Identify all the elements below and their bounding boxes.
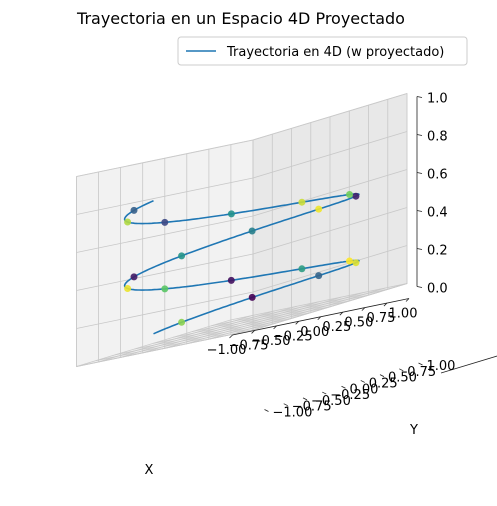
z-tick-mark xyxy=(416,248,423,250)
x-tick-mark xyxy=(339,311,344,316)
y-tick-label: 0.50 xyxy=(388,371,417,386)
marker-point xyxy=(161,285,169,293)
markers xyxy=(124,191,360,326)
axis-ticks: −1.00−0.75−0.50−0.250.000.250.500.751.00… xyxy=(207,92,497,421)
y-tick-label: −0.25 xyxy=(330,388,370,403)
x-tick-label: −0.50 xyxy=(251,334,291,349)
z-tick-label: 0.4 xyxy=(427,206,448,221)
y-tick-label: 0.25 xyxy=(369,376,398,391)
marker-point xyxy=(315,205,323,213)
y-tick-mark xyxy=(322,391,327,395)
marker-point xyxy=(298,265,306,273)
x-tick-mark xyxy=(295,321,299,325)
marker-point xyxy=(227,276,235,284)
x-tick-label: 1.00 xyxy=(389,307,418,322)
marker-point xyxy=(178,318,186,326)
x-tick-mark xyxy=(251,330,255,334)
marker-point xyxy=(352,259,360,267)
x-tick-mark xyxy=(229,334,233,339)
x-tick-label: −1.00 xyxy=(207,343,247,358)
marker-point xyxy=(346,191,353,198)
z-tick-label: 0.2 xyxy=(427,244,448,259)
y-tick-mark xyxy=(379,374,385,377)
marker-point xyxy=(352,192,360,200)
marker-point xyxy=(130,273,138,281)
grid-line-z xyxy=(76,169,408,253)
grid-line-z xyxy=(76,93,408,177)
x-tick-label: 0.75 xyxy=(366,311,395,326)
x-tick-mark xyxy=(405,298,410,302)
y-tick-mark xyxy=(418,362,423,366)
x-tick-mark xyxy=(273,325,277,330)
marker-point xyxy=(227,210,235,218)
x-tick-label: 0.00 xyxy=(300,325,329,340)
z-tick-label: 1.0 xyxy=(427,92,448,107)
z-tick-mark xyxy=(416,286,423,288)
legend: Trayectoria en 4D (w proyectado) xyxy=(177,36,468,66)
y-tick-label: −0.75 xyxy=(292,400,332,415)
marker-point xyxy=(248,293,256,301)
z-tick-mark xyxy=(416,134,423,136)
z-tick-mark xyxy=(416,172,423,174)
x-tick-label: 0.25 xyxy=(322,320,351,335)
series-line xyxy=(123,193,360,335)
z-tick-label: 0.8 xyxy=(427,130,448,145)
y-tick-label: 1.00 xyxy=(427,359,456,374)
marker-point xyxy=(346,257,353,265)
y-tick-mark xyxy=(302,397,308,401)
legend-box xyxy=(177,36,468,66)
legend-label: Trayectoria en 4D (w proyectado) xyxy=(226,45,444,60)
y-tick-mark xyxy=(399,368,404,372)
z-tick-mark xyxy=(416,96,423,98)
x-axis-label: X xyxy=(145,463,154,478)
x-tick-mark xyxy=(317,316,322,321)
y-tick-label: −0.50 xyxy=(311,394,351,409)
y-tick-mark xyxy=(341,385,346,389)
z-tick-label: 0.6 xyxy=(427,168,448,183)
marker-point xyxy=(298,198,306,206)
x-tick-label: −0.25 xyxy=(273,329,313,344)
x-tick-label: 0.50 xyxy=(344,316,373,331)
y-tick-mark xyxy=(360,380,365,383)
z-tick-mark xyxy=(416,210,423,212)
grid-lines xyxy=(76,93,408,368)
y-tick-mark xyxy=(264,409,269,412)
marker-point xyxy=(248,227,256,235)
y-axis-label: Y xyxy=(409,423,418,438)
y-axis-line xyxy=(440,355,497,374)
grid-line-z xyxy=(76,283,408,367)
marker-point xyxy=(124,218,132,226)
y-tick-label: 0.00 xyxy=(350,382,379,397)
marker-point xyxy=(124,285,132,292)
helix-line xyxy=(123,193,360,335)
y-tick-label: 0.75 xyxy=(407,365,436,380)
marker-point xyxy=(178,252,186,260)
x-tick-mark xyxy=(383,302,388,307)
x-tick-mark xyxy=(361,307,366,311)
marker-point xyxy=(161,218,169,226)
marker-point xyxy=(130,206,138,214)
grid-line-z xyxy=(76,131,408,215)
y-tick-label: −1.00 xyxy=(273,406,313,421)
z-tick-label: 0.0 xyxy=(427,282,448,297)
x-tick-label: −0.75 xyxy=(229,338,269,353)
y-tick-mark xyxy=(283,403,288,407)
marker-point xyxy=(315,272,323,280)
chart-title: Trayectoria en un Espacio 4D Proyectado xyxy=(76,9,405,28)
